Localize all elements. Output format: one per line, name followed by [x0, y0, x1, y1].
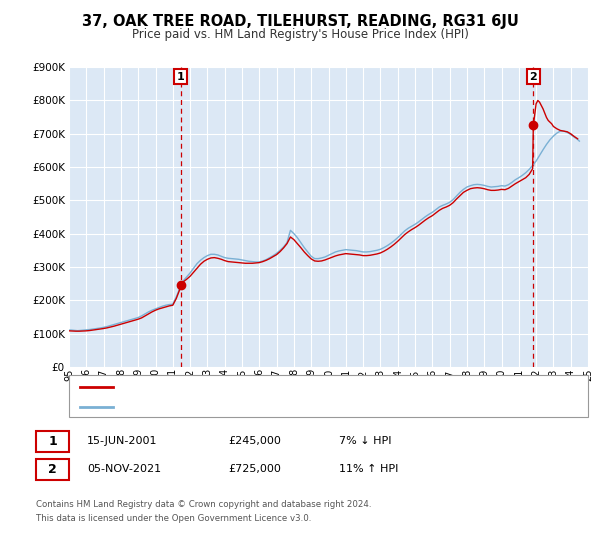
Text: 7% ↓ HPI: 7% ↓ HPI [339, 436, 391, 446]
Text: Contains HM Land Registry data © Crown copyright and database right 2024.: Contains HM Land Registry data © Crown c… [36, 500, 371, 508]
Text: 1: 1 [177, 72, 185, 82]
Text: 37, OAK TREE ROAD, TILEHURST, READING, RG31 6JU: 37, OAK TREE ROAD, TILEHURST, READING, R… [82, 14, 518, 29]
Text: 15-JUN-2001: 15-JUN-2001 [87, 436, 157, 446]
Text: 1: 1 [48, 435, 57, 448]
Text: 05-NOV-2021: 05-NOV-2021 [87, 464, 161, 474]
Text: 2: 2 [48, 463, 57, 476]
Text: 2: 2 [529, 72, 537, 82]
Text: 11% ↑ HPI: 11% ↑ HPI [339, 464, 398, 474]
Text: £725,000: £725,000 [228, 464, 281, 474]
Text: Price paid vs. HM Land Registry's House Price Index (HPI): Price paid vs. HM Land Registry's House … [131, 28, 469, 41]
Text: 37, OAK TREE ROAD, TILEHURST, READING, RG31 6JU (detached house): 37, OAK TREE ROAD, TILEHURST, READING, R… [119, 382, 476, 392]
Text: This data is licensed under the Open Government Licence v3.0.: This data is licensed under the Open Gov… [36, 514, 311, 523]
Text: HPI: Average price, detached house, Reading: HPI: Average price, detached house, Read… [119, 402, 344, 412]
Text: £245,000: £245,000 [228, 436, 281, 446]
